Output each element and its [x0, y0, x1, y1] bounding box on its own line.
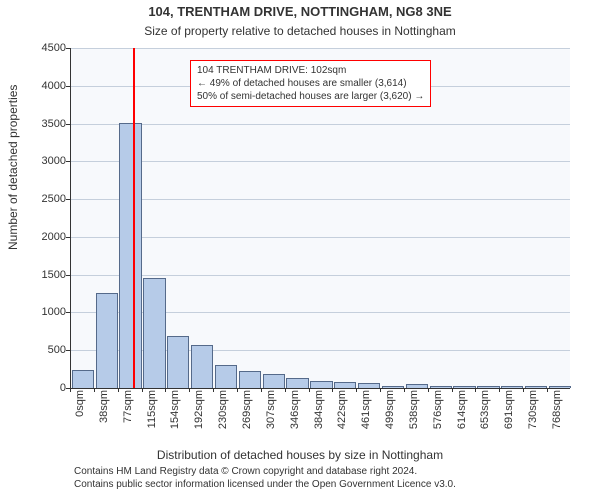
y-axis-line: [70, 48, 71, 388]
gridline: [70, 237, 570, 238]
histogram-bar: [215, 365, 237, 388]
histogram-bar: [310, 381, 332, 388]
x-tick-mark: [428, 388, 429, 392]
x-tick-label: 422sqm: [336, 390, 348, 440]
x-tick-label: 154sqm: [169, 390, 181, 440]
histogram-bar: [239, 371, 261, 388]
histogram-bar: [72, 370, 94, 388]
x-tick-mark: [189, 388, 190, 392]
gridline: [70, 275, 570, 276]
x-tick-label: 499sqm: [384, 390, 396, 440]
x-tick-mark: [285, 388, 286, 392]
x-tick-label: 768sqm: [551, 390, 563, 440]
footer-attribution: Contains HM Land Registry data © Crown c…: [74, 466, 590, 491]
callout-box: 104 TRENTHAM DRIVE: 102sqm← 49% of detac…: [190, 60, 431, 107]
x-tick-label: 691sqm: [503, 390, 515, 440]
callout-line-3: 50% of semi-detached houses are larger (…: [197, 90, 424, 103]
x-tick-mark: [547, 388, 548, 392]
plot-area: 050010001500200025003000350040004500104 …: [70, 48, 570, 388]
x-tick-mark: [213, 388, 214, 392]
x-tick-mark: [142, 388, 143, 392]
footer-line-2: Contains public sector information licen…: [74, 479, 590, 492]
histogram-bar: [286, 378, 308, 388]
x-tick-mark: [332, 388, 333, 392]
y-tick-label: 3500: [16, 118, 66, 130]
x-tick-label: 614sqm: [456, 390, 468, 440]
y-tick-label: 2500: [16, 193, 66, 205]
x-tick-label: 269sqm: [241, 390, 253, 440]
gridline: [70, 199, 570, 200]
histogram-bar: [191, 345, 213, 388]
y-tick-label: 3000: [16, 155, 66, 167]
x-axis-label: Distribution of detached houses by size …: [0, 448, 600, 462]
x-tick-mark: [94, 388, 95, 392]
x-tick-mark: [380, 388, 381, 392]
y-tick-label: 4500: [16, 42, 66, 54]
x-tick-label: 77sqm: [122, 390, 134, 440]
x-axis-line: [70, 388, 570, 389]
histogram-bar: [263, 374, 285, 388]
x-tick-mark: [523, 388, 524, 392]
x-tick-label: 307sqm: [265, 390, 277, 440]
x-tick-mark: [118, 388, 119, 392]
x-tick-mark: [475, 388, 476, 392]
x-tick-label: 346sqm: [289, 390, 301, 440]
callout-line-1: 104 TRENTHAM DRIVE: 102sqm: [197, 64, 424, 77]
y-tick-label: 500: [16, 344, 66, 356]
x-tick-label: 576sqm: [432, 390, 444, 440]
x-tick-mark: [165, 388, 166, 392]
y-tick-label: 2000: [16, 231, 66, 243]
x-tick-label: 0sqm: [74, 390, 86, 440]
chart-subtitle: Size of property relative to detached ho…: [0, 24, 600, 38]
histogram-bar: [96, 293, 118, 388]
y-tick-label: 0: [16, 382, 66, 394]
y-tick-label: 1500: [16, 269, 66, 281]
x-tick-label: 730sqm: [527, 390, 539, 440]
x-tick-mark: [499, 388, 500, 392]
histogram-bar: [143, 278, 165, 388]
x-tick-label: 192sqm: [193, 390, 205, 440]
x-tick-label: 538sqm: [408, 390, 420, 440]
x-tick-mark: [261, 388, 262, 392]
gridline: [70, 124, 570, 125]
histogram-bar: [167, 336, 189, 388]
property-marker-line: [133, 48, 135, 388]
x-tick-label: 115sqm: [146, 390, 158, 440]
x-tick-label: 384sqm: [313, 390, 325, 440]
callout-line-2: ← 49% of detached houses are smaller (3,…: [197, 77, 424, 90]
x-tick-mark: [309, 388, 310, 392]
y-tick-label: 1000: [16, 306, 66, 318]
x-tick-mark: [404, 388, 405, 392]
gridline: [70, 161, 570, 162]
footer-line-1: Contains HM Land Registry data © Crown c…: [74, 466, 590, 479]
x-tick-mark: [70, 388, 71, 392]
x-tick-label: 230sqm: [217, 390, 229, 440]
x-tick-mark: [452, 388, 453, 392]
x-tick-label: 653sqm: [479, 390, 491, 440]
histogram-bar: [119, 123, 141, 388]
x-tick-label: 38sqm: [98, 390, 110, 440]
gridline: [70, 48, 570, 49]
x-tick-mark: [237, 388, 238, 392]
x-tick-label: 461sqm: [360, 390, 372, 440]
chart-title: 104, TRENTHAM DRIVE, NOTTINGHAM, NG8 3NE: [0, 4, 600, 19]
chart-container: 104, TRENTHAM DRIVE, NOTTINGHAM, NG8 3NE…: [0, 0, 600, 500]
x-tick-mark: [356, 388, 357, 392]
y-tick-label: 4000: [16, 80, 66, 92]
